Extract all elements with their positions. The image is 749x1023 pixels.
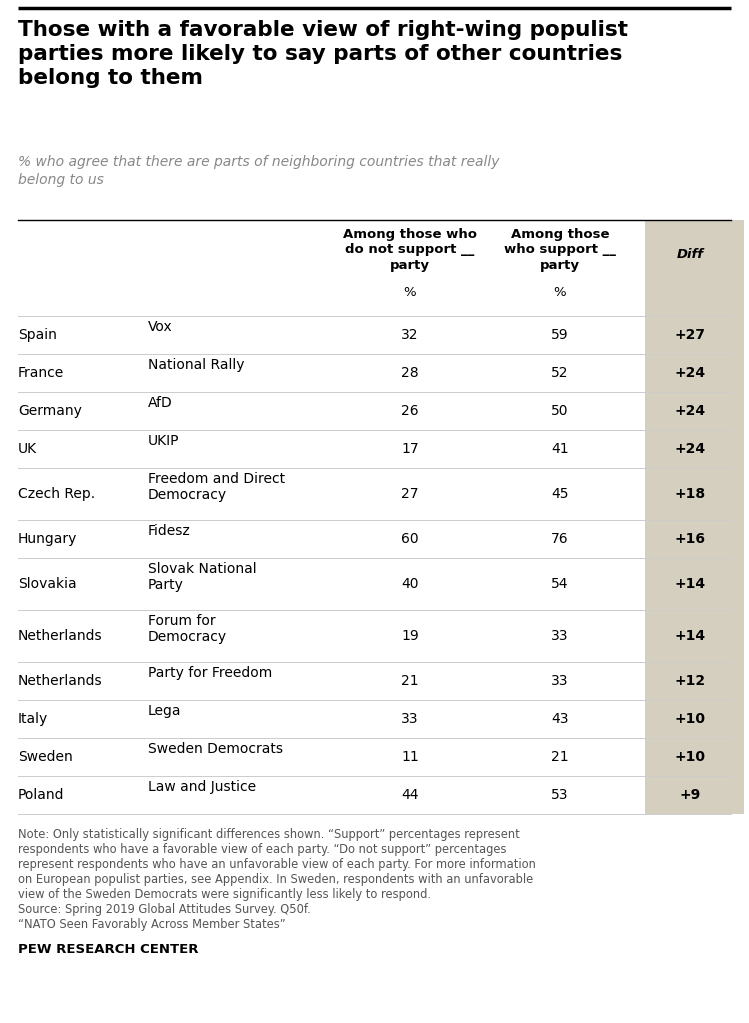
Text: Law and Justice: Law and Justice	[148, 780, 256, 794]
Text: Spain: Spain	[18, 328, 57, 342]
Text: PEW RESEARCH CENTER: PEW RESEARCH CENTER	[18, 943, 198, 957]
Text: Poland: Poland	[18, 788, 64, 802]
Text: +14: +14	[674, 577, 706, 591]
Text: 27: 27	[401, 487, 419, 501]
Text: +10: +10	[675, 712, 706, 726]
Text: Sweden Democrats: Sweden Democrats	[148, 742, 283, 756]
Bar	[645, 220, 744, 814]
Text: Note: Only statistically significant differences shown. “Support” percentages re: Note: Only statistically significant dif…	[18, 828, 520, 841]
Text: 52: 52	[551, 366, 568, 380]
Text: %: %	[554, 286, 566, 299]
Text: 21: 21	[401, 674, 419, 688]
Text: +24: +24	[674, 442, 706, 456]
Text: Italy: Italy	[18, 712, 48, 726]
Text: Netherlands: Netherlands	[18, 674, 103, 688]
Text: Hungary: Hungary	[18, 532, 77, 546]
Text: Netherlands: Netherlands	[18, 629, 103, 643]
Text: 44: 44	[401, 788, 419, 802]
Text: Lega: Lega	[148, 704, 181, 718]
Text: UKIP: UKIP	[148, 434, 180, 448]
Text: 59: 59	[551, 328, 568, 342]
Text: +10: +10	[675, 750, 706, 764]
Text: Slovakia: Slovakia	[18, 577, 76, 591]
Text: 40: 40	[401, 577, 419, 591]
Text: Among those who
do not support __
party: Among those who do not support __ party	[343, 228, 477, 272]
Text: National Rally: National Rally	[148, 358, 244, 372]
Text: AfD: AfD	[148, 396, 173, 410]
Text: 43: 43	[551, 712, 568, 726]
Text: Source: Spring 2019 Global Attitudes Survey. Q50f.: Source: Spring 2019 Global Attitudes Sur…	[18, 903, 311, 916]
Text: 11: 11	[401, 750, 419, 764]
Text: 19: 19	[401, 629, 419, 643]
Text: Forum for
Democracy: Forum for Democracy	[148, 614, 227, 644]
Text: “NATO Seen Favorably Across Member States”: “NATO Seen Favorably Across Member State…	[18, 918, 285, 931]
Text: +14: +14	[674, 629, 706, 643]
Text: +16: +16	[675, 532, 706, 546]
Text: +27: +27	[675, 328, 706, 342]
Text: Sweden: Sweden	[18, 750, 73, 764]
Text: % who agree that there are parts of neighboring countries that really
belong to : % who agree that there are parts of neig…	[18, 155, 500, 187]
Text: respondents who have a favorable view of each party. “Do not support” percentage: respondents who have a favorable view of…	[18, 843, 506, 856]
Text: 33: 33	[401, 712, 419, 726]
Text: 53: 53	[551, 788, 568, 802]
Text: Vox: Vox	[148, 320, 173, 333]
Text: Germany: Germany	[18, 404, 82, 418]
Text: France: France	[18, 366, 64, 380]
Text: UK: UK	[18, 442, 37, 456]
Text: 45: 45	[551, 487, 568, 501]
Text: 54: 54	[551, 577, 568, 591]
Text: +12: +12	[674, 674, 706, 688]
Text: 32: 32	[401, 328, 419, 342]
Text: 76: 76	[551, 532, 568, 546]
Text: on European populist parties, see Appendix. In Sweden, respondents with an unfav: on European populist parties, see Append…	[18, 873, 533, 886]
Text: 28: 28	[401, 366, 419, 380]
Text: Diff: Diff	[676, 248, 703, 261]
Text: represent respondents who have an unfavorable view of each party. For more infor: represent respondents who have an unfavo…	[18, 858, 536, 871]
Text: Slovak National
Party: Slovak National Party	[148, 562, 257, 592]
Text: 26: 26	[401, 404, 419, 418]
Text: 60: 60	[401, 532, 419, 546]
Text: +9: +9	[679, 788, 700, 802]
Text: +18: +18	[674, 487, 706, 501]
Text: 33: 33	[551, 674, 568, 688]
Text: +24: +24	[674, 366, 706, 380]
Text: 33: 33	[551, 629, 568, 643]
Text: 21: 21	[551, 750, 568, 764]
Text: Party for Freedom: Party for Freedom	[148, 666, 272, 680]
Text: Freedom and Direct
Democracy: Freedom and Direct Democracy	[148, 472, 285, 502]
Text: %: %	[404, 286, 416, 299]
Text: Fidesz: Fidesz	[148, 524, 191, 538]
Text: +24: +24	[674, 404, 706, 418]
Text: 41: 41	[551, 442, 568, 456]
Text: Czech Rep.: Czech Rep.	[18, 487, 95, 501]
Text: 50: 50	[551, 404, 568, 418]
Text: view of the Sweden Democrats were significantly less likely to respond.: view of the Sweden Democrats were signif…	[18, 888, 431, 901]
Text: 17: 17	[401, 442, 419, 456]
Text: Those with a favorable view of right-wing populist
parties more likely to say pa: Those with a favorable view of right-win…	[18, 20, 628, 88]
Text: Among those
who support __
party: Among those who support __ party	[504, 228, 616, 272]
